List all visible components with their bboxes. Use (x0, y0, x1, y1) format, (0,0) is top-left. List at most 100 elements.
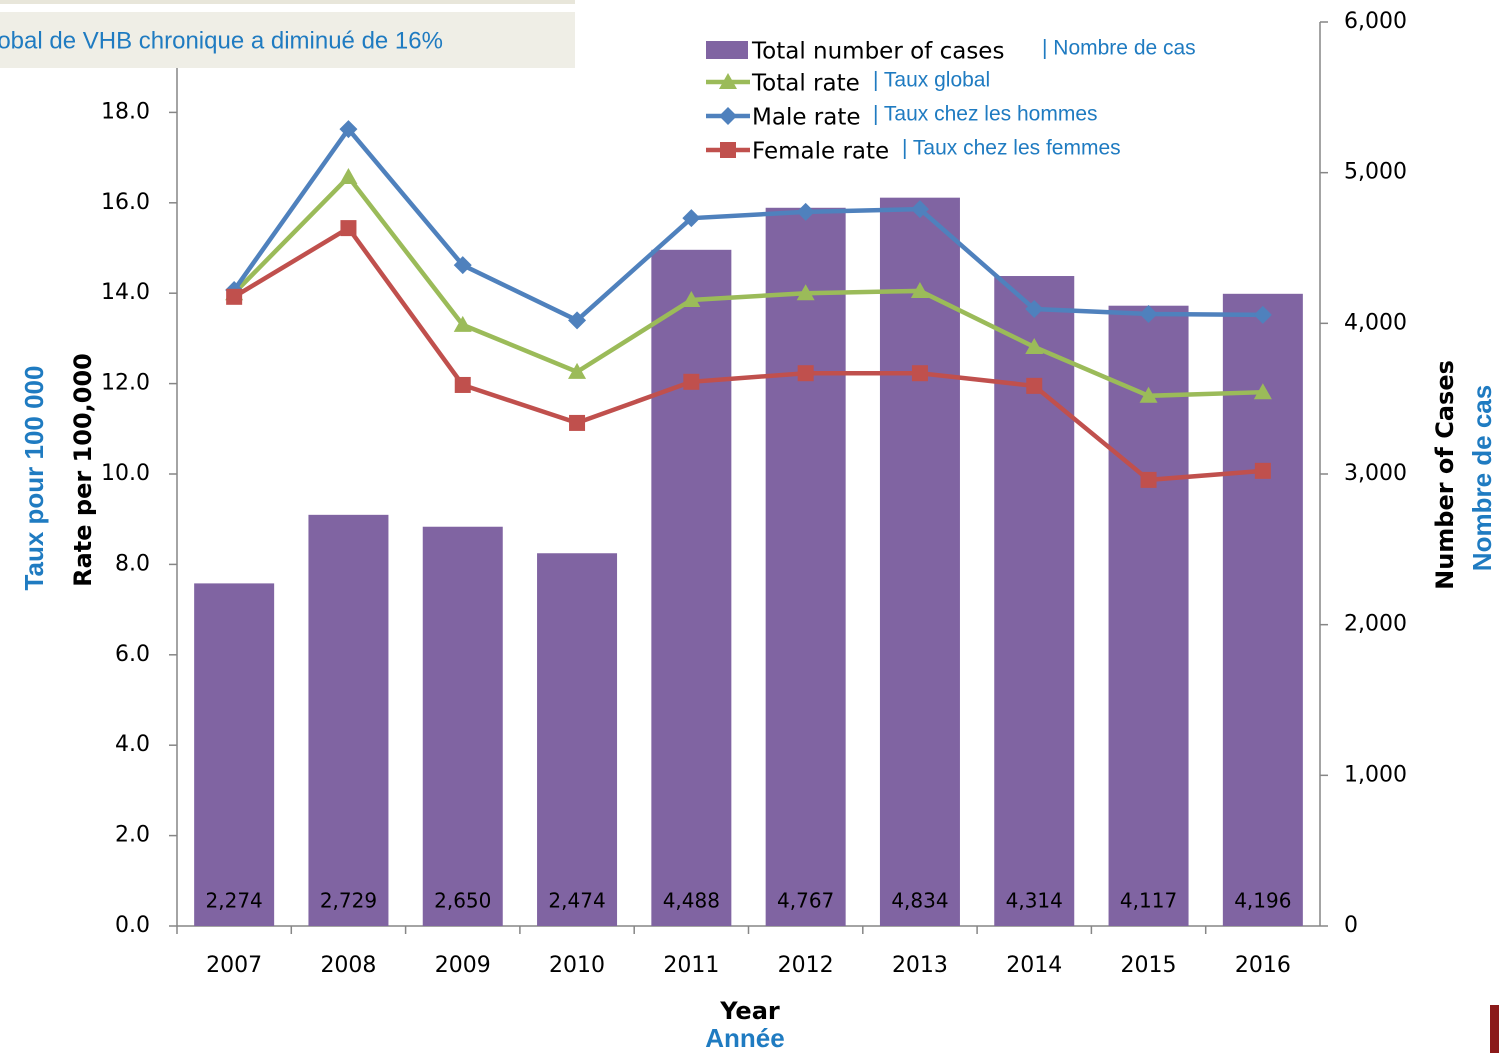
y-axis-label: Rate per 100,000 (69, 353, 97, 587)
bar (879, 197, 960, 926)
x-axis-label-fr: Année (705, 1023, 784, 1053)
point (569, 414, 586, 431)
y2-tick-label: 4,000 (1344, 310, 1407, 335)
point (796, 284, 815, 301)
y2-tick-label: 0 (1344, 913, 1358, 938)
bar (1108, 305, 1189, 926)
bar-value-label: 2,274 (206, 889, 263, 913)
y-tick-label: 18.0 (101, 99, 150, 124)
point (1026, 377, 1043, 394)
legend-label-fr: | Taux chez les hommes (873, 103, 1098, 126)
legend-label-fr: | Taux chez les femmes (902, 137, 1121, 160)
y-tick-label: 4.0 (115, 732, 150, 757)
point (797, 365, 814, 382)
y-tick-label: 8.0 (115, 551, 150, 576)
point (682, 290, 701, 307)
x-tick-label: 2009 (435, 953, 491, 978)
x-tick-label: 2014 (1006, 953, 1062, 978)
legend-label-fr: | Taux global (873, 69, 990, 92)
bar-value-label: 4,196 (1234, 889, 1291, 913)
point (339, 120, 358, 139)
x-tick-label: 2013 (892, 953, 948, 978)
line (232, 225, 1264, 483)
y-tick-label: 10.0 (101, 461, 150, 486)
y2-tick-label: 1,000 (1344, 762, 1407, 787)
point (911, 365, 928, 382)
legend-label: Total rate (751, 71, 860, 97)
x-tick-label: 2010 (549, 953, 605, 978)
x-tick-label: 2012 (778, 953, 834, 978)
legend-label-fr: | Nombre de cas (1042, 37, 1196, 60)
bar-value-label: 4,117 (1120, 889, 1177, 913)
point (1253, 305, 1272, 324)
x-tick-label: 2015 (1121, 953, 1177, 978)
bar-value-label: 4,488 (663, 889, 720, 913)
y-tick-label: 2.0 (115, 823, 150, 848)
bar (194, 583, 275, 926)
x-tick-label: 2007 (206, 953, 262, 978)
point (568, 362, 587, 379)
point (1025, 337, 1044, 354)
bar (651, 249, 732, 927)
point (1140, 471, 1157, 488)
point (339, 168, 358, 185)
x-axis-label: Year (719, 997, 780, 1025)
x-tick-label: 2016 (1235, 953, 1291, 978)
bar-value-label: 2,650 (434, 889, 491, 913)
chart-title: lobal de VHB chronique a diminué de 16% (0, 27, 443, 54)
point (1253, 383, 1272, 400)
point (568, 311, 587, 330)
line (232, 125, 1263, 324)
point (682, 209, 701, 228)
bar-value-label: 2,729 (320, 889, 377, 913)
legend-marker (720, 142, 736, 158)
bar (994, 276, 1075, 926)
point (1254, 462, 1271, 479)
bar (422, 526, 503, 926)
y2-tick-label: 6,000 (1344, 9, 1407, 34)
bar-value-label: 2,474 (548, 889, 605, 913)
legend-marker (719, 107, 737, 125)
y2-axis-label-fr: Nombre de cas (1467, 385, 1497, 571)
bar (308, 514, 389, 926)
point (1139, 386, 1158, 403)
line (232, 173, 1263, 399)
point (1025, 300, 1044, 319)
legend-label: Female rate (752, 139, 889, 165)
y-tick-label: 0.0 (115, 913, 150, 938)
point (910, 281, 929, 298)
bar-value-label: 4,314 (1006, 889, 1063, 913)
y-tick-label: 14.0 (101, 280, 150, 305)
point (1139, 304, 1158, 323)
y2-axis-label: Number of Cases (1431, 360, 1459, 590)
point (453, 315, 472, 332)
point (683, 373, 700, 390)
y-tick-label: 16.0 (101, 190, 150, 215)
legend-marker (719, 73, 737, 89)
y-tick-label: 12.0 (101, 371, 150, 396)
top-strip (0, 0, 575, 4)
bar (537, 553, 618, 926)
y-tick-label: 6.0 (115, 642, 150, 667)
point (226, 288, 243, 305)
point (453, 256, 472, 275)
point (796, 202, 815, 221)
legend-label: Male rate (752, 105, 861, 131)
bar-value-label: 4,767 (777, 889, 834, 913)
bar-value-label: 4,834 (891, 889, 948, 913)
y2-tick-label: 3,000 (1344, 461, 1407, 486)
point (454, 376, 471, 393)
point (910, 200, 929, 219)
corner-mark (1490, 1005, 1499, 1053)
legend-label: Total number of cases (751, 39, 1004, 65)
x-tick-label: 2011 (663, 953, 719, 978)
y2-tick-label: 2,000 (1344, 612, 1407, 637)
y2-tick-label: 5,000 (1344, 160, 1407, 185)
title-box (0, 12, 575, 68)
bar (765, 207, 846, 927)
point (340, 220, 357, 237)
y-axis-label-fr: Taux pour 100 000 (19, 366, 49, 591)
legend-swatch (706, 41, 748, 59)
